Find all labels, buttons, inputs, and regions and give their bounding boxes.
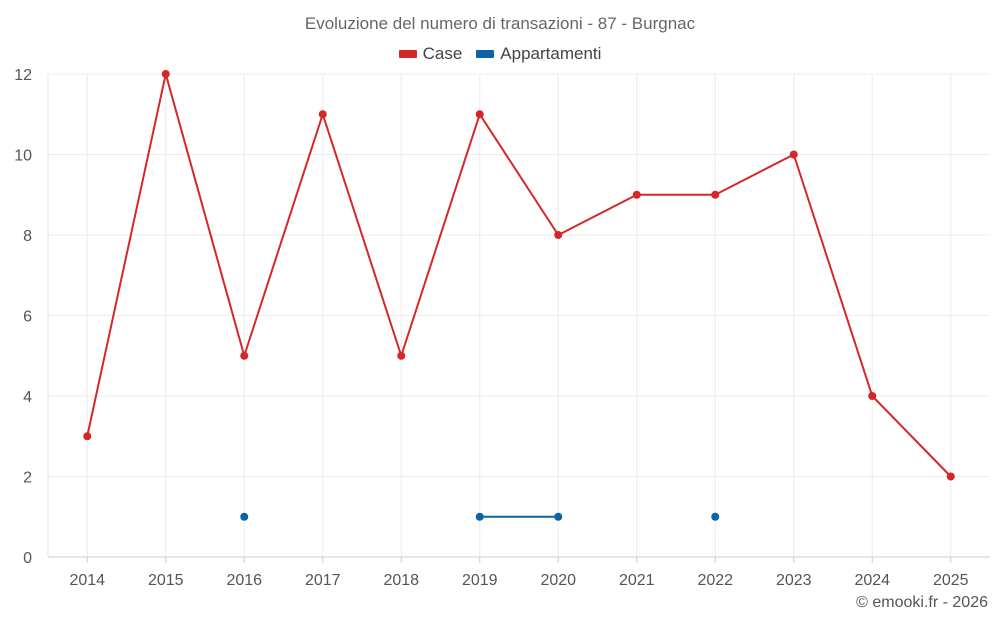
legend-label-case: Case (422, 44, 463, 63)
data-point-case[interactable] (946, 472, 955, 481)
x-tick-label: 2024 (854, 572, 890, 589)
y-tick-label: 4 (23, 389, 32, 406)
x-tick-label: 2023 (776, 572, 812, 589)
y-tick-label: 12 (14, 67, 32, 84)
y-tick-label: 2 (23, 470, 32, 487)
y-tick-label: 0 (23, 550, 32, 567)
x-tick-label: 2017 (305, 572, 341, 589)
data-point-case[interactable] (554, 231, 563, 239)
x-tick-label: 2016 (226, 572, 262, 589)
chart-legend: Case Appartamenti (0, 44, 1000, 64)
legend-item-case[interactable]: Case (398, 44, 463, 64)
x-tick-label: 2018 (383, 572, 419, 589)
legend-swatch-appartamenti (476, 50, 495, 58)
data-point-case[interactable] (397, 351, 406, 360)
legend-swatch-case (398, 50, 417, 58)
data-point-case[interactable] (318, 110, 327, 119)
data-point-case[interactable] (83, 432, 92, 441)
data-point-appartamenti[interactable] (554, 512, 563, 521)
data-point-case[interactable] (240, 351, 249, 360)
x-tick-label: 2022 (697, 572, 733, 589)
data-point-appartamenti[interactable] (475, 512, 484, 521)
data-point-case[interactable] (161, 70, 170, 78)
x-tick-label: 2021 (619, 572, 655, 589)
chart-title: Evoluzione del numero di transazioni - 8… (304, 14, 696, 33)
y-tick-label: 10 (14, 148, 32, 165)
x-tick-label: 2015 (148, 572, 184, 589)
y-tick-label: 8 (23, 228, 32, 245)
x-tick-label: 2019 (462, 572, 498, 589)
y-tick-label: 6 (23, 309, 32, 326)
x-tick-label: 2025 (933, 572, 969, 589)
data-point-case[interactable] (868, 392, 877, 400)
series-line-case (86, 73, 952, 478)
data-point-case[interactable] (711, 190, 720, 199)
data-point-appartamenti[interactable] (711, 512, 720, 521)
legend-item-appartamenti[interactable]: Appartamenti (476, 44, 601, 64)
x-tick-label: 2014 (69, 572, 105, 589)
data-point-case[interactable] (475, 110, 484, 119)
legend-label-appartamenti: Appartamenti (500, 44, 602, 63)
credit-text: © emooki.fr - 2026 (856, 594, 988, 611)
data-point-case[interactable] (789, 150, 798, 159)
data-point-appartamenti[interactable] (240, 512, 249, 521)
data-point-case[interactable] (632, 190, 641, 199)
x-tick-label: 2020 (540, 572, 576, 589)
